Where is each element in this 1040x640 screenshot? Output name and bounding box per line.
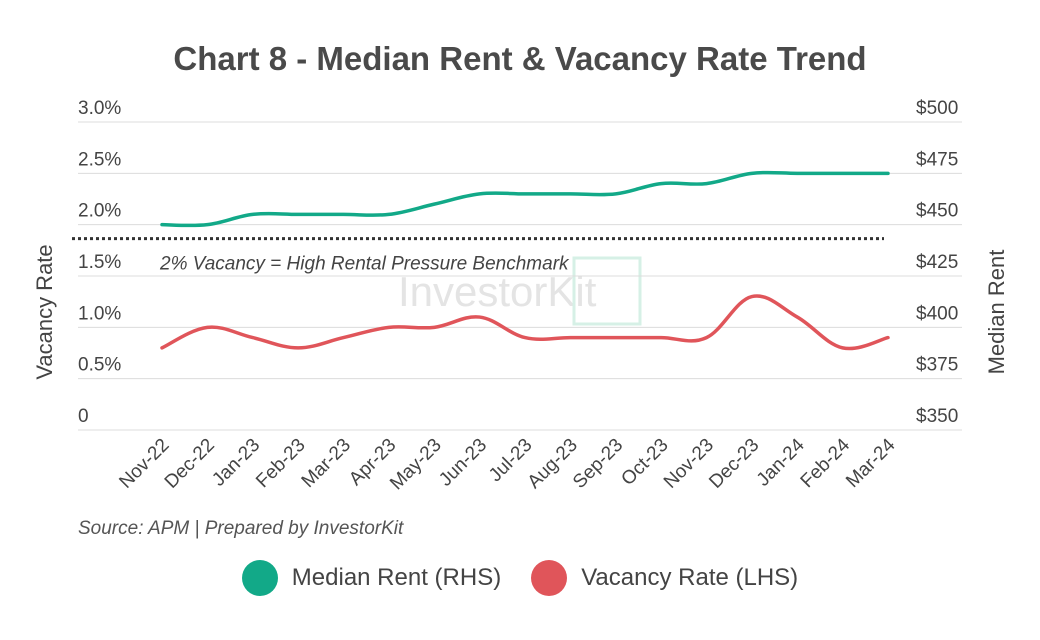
x-tick-label: Mar-23 — [298, 435, 355, 492]
right-tick-label: $400 — [916, 303, 958, 324]
x-tick-label: Feb-24 — [797, 434, 855, 492]
x-tick-label: Mar-24 — [842, 434, 900, 492]
legend-label-vacancy-rate: Vacancy Rate (LHS) — [581, 564, 799, 591]
x-tick-label: Dec-22 — [161, 435, 219, 493]
legend-label-median-rent: Median Rent (RHS) — [291, 564, 502, 591]
source-note: Source: APM | Prepared by InvestorKit — [78, 518, 404, 539]
x-tick-label: Jun-23 — [435, 435, 491, 491]
right-tick-label: $450 — [916, 201, 958, 222]
right-tick-label: $500 — [916, 98, 958, 119]
left-tick-label: 2.0% — [78, 201, 121, 222]
right-tick-label: $425 — [916, 252, 958, 273]
chart-title: Chart 8 - Median Rent & Vacancy Rate Tre… — [173, 40, 867, 77]
left-axis-ticks: 0 0.5% 1.0% 1.5% 2.0% 2.5% 3.0% — [78, 98, 121, 427]
left-tick-label: 2.5% — [78, 149, 121, 170]
legend-item-median-rent: Median Rent (RHS) — [241, 560, 502, 596]
benchmark: 2% Vacancy = High Rental Pressure Benchm… — [72, 237, 884, 275]
legend-marker-median-rent — [241, 560, 278, 596]
left-axis-label: Vacancy Rate — [32, 244, 57, 379]
watermark-box — [572, 256, 642, 326]
x-axis-ticks: Nov-22Dec-22Jan-23Feb-23Mar-23Apr-23May-… — [115, 434, 899, 494]
left-tick-label: 0 — [78, 406, 89, 427]
x-tick-label: Nov-22 — [115, 435, 173, 493]
series — [160, 170, 890, 351]
left-tick-label: 3.0% — [78, 98, 121, 119]
legend: Median Rent (RHS) Vacancy Rate (LHS) — [0, 560, 1040, 596]
legend-marker-vacancy-rate — [531, 560, 568, 596]
right-axis-ticks: $350 $375 $400 $425 $450 $475 $500 — [916, 98, 958, 427]
x-tick-label: Aug-23 — [524, 435, 582, 493]
left-tick-label: 1.0% — [78, 303, 121, 324]
x-tick-label: Feb-23 — [252, 435, 309, 492]
grid — [78, 121, 962, 431]
watermark-logo: InvestorKit — [398, 268, 597, 315]
left-tick-label: 0.5% — [78, 355, 121, 376]
series-line-vacancy-rate — [160, 294, 890, 351]
x-tick-label: Nov-23 — [660, 435, 718, 493]
series-line-median-rent — [160, 170, 890, 228]
right-tick-label: $375 — [916, 355, 958, 376]
right-tick-label: $350 — [916, 406, 958, 427]
benchmark-label: 2% Vacancy = High Rental Pressure Benchm… — [159, 254, 570, 275]
x-tick-label: Sep-23 — [569, 435, 627, 493]
left-tick-label: 1.5% — [78, 252, 121, 273]
x-tick-label: May-23 — [386, 435, 446, 495]
x-tick-label: Dec-23 — [705, 435, 763, 493]
legend-item-vacancy-rate: Vacancy Rate (LHS) — [531, 560, 798, 596]
right-tick-label: $475 — [916, 149, 958, 170]
right-axis-label: Median Rent — [984, 250, 1009, 375]
